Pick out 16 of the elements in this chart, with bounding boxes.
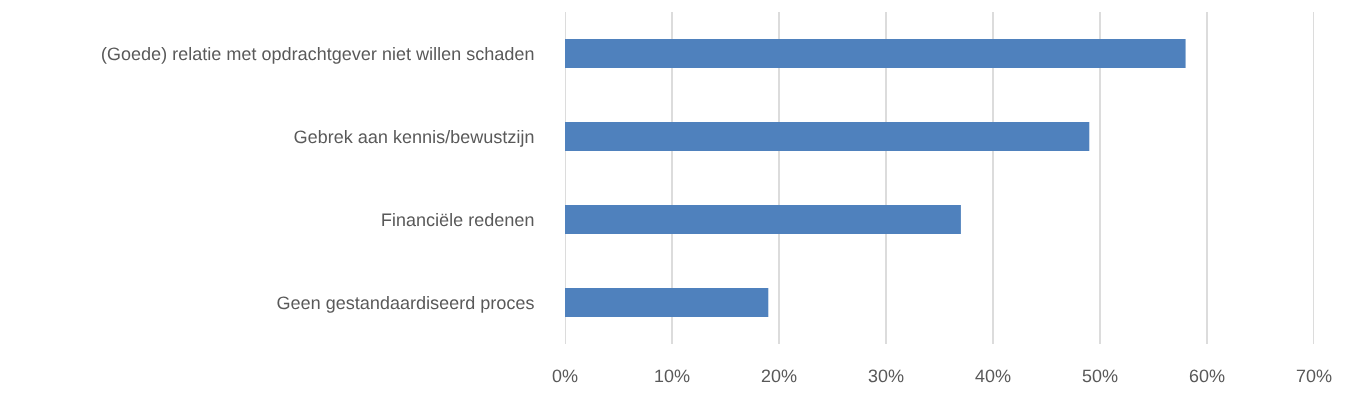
y-tick-label: Financiële redenen xyxy=(382,212,534,227)
x-tick-label: 50% xyxy=(1082,369,1118,383)
bar xyxy=(565,38,1186,69)
x-tick-label: 20% xyxy=(761,369,797,383)
x-tick-label: 30% xyxy=(868,369,904,383)
y-tick-label: Gebrek aan kennis/bewustzijn xyxy=(294,129,534,147)
y-tick-label: (Goede) relatie met opdrachtgever niet willen schaden xyxy=(102,46,534,64)
bar xyxy=(565,121,1090,152)
x-tick-label: 10% xyxy=(655,369,690,383)
bar xyxy=(565,204,961,235)
x-tick-label: 40% xyxy=(975,369,1011,383)
x-tick-label: 0% xyxy=(552,369,578,383)
y-tick-label: Geen gestandaardiseerd proces xyxy=(277,295,534,313)
x-tick-label: 60% xyxy=(1189,369,1225,383)
x-tick-label: 70% xyxy=(1296,369,1332,383)
bar xyxy=(565,287,769,318)
